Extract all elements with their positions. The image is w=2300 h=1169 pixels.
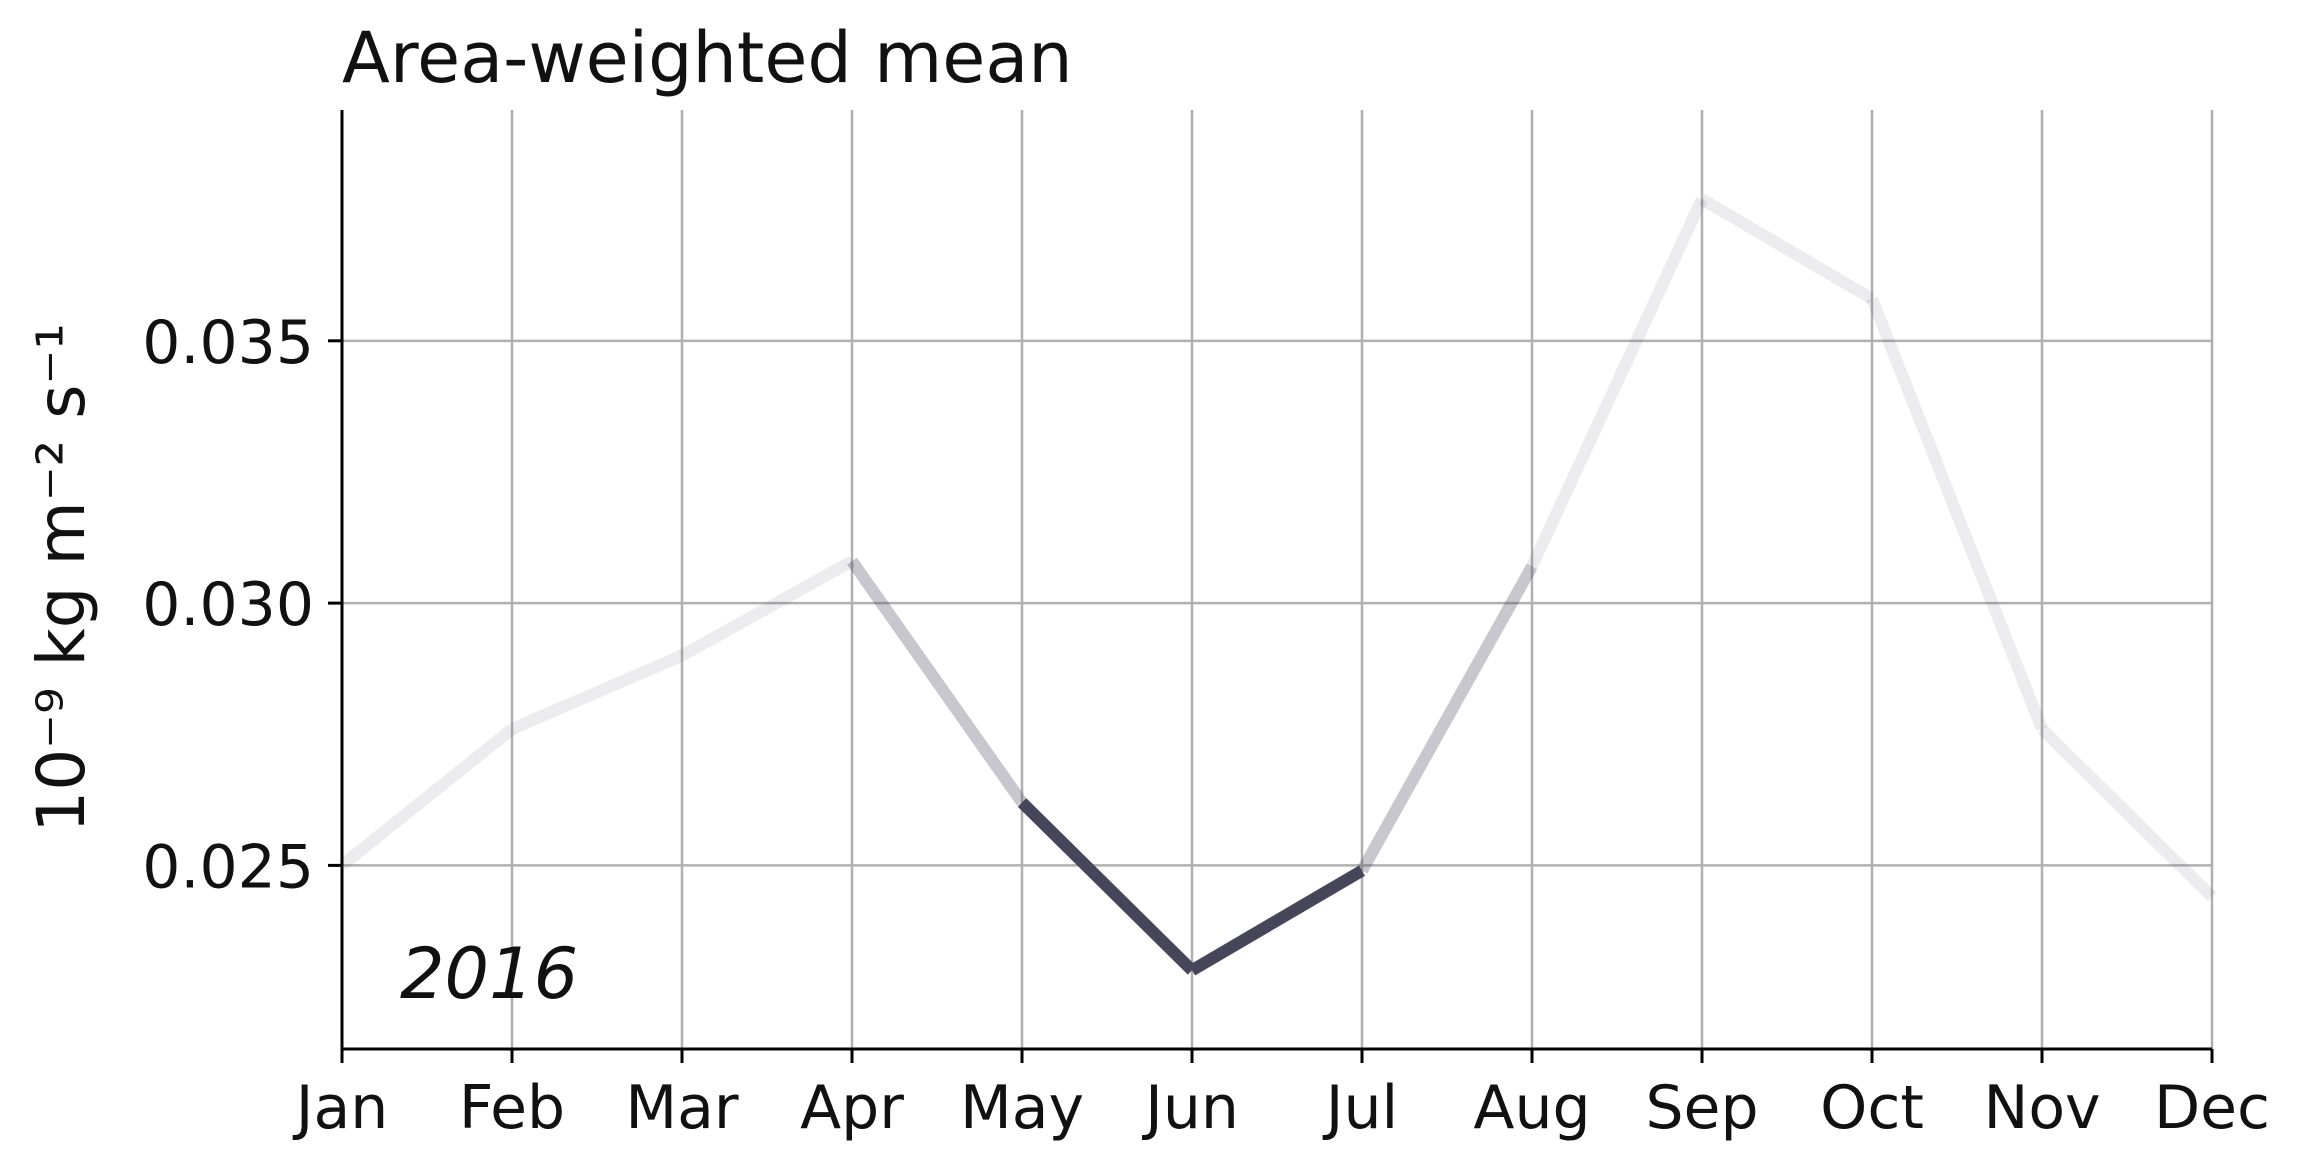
y-tick-label: 0.030: [142, 570, 314, 640]
x-tick-label: Aug: [1473, 1073, 1590, 1143]
x-tick-label: Jan: [292, 1073, 389, 1143]
line-segment: [338, 724, 516, 871]
line-segment: [2037, 724, 2217, 902]
line-segment: [679, 555, 855, 661]
x-tick-label: Mar: [625, 1073, 739, 1143]
x-tick-label: Apr: [800, 1073, 904, 1143]
y-tick-label: 0.025: [142, 832, 314, 902]
x-tick-label: Jul: [1322, 1073, 1398, 1143]
x-tick-label: May: [960, 1073, 1084, 1143]
x-tick-label: Jun: [1141, 1073, 1239, 1143]
series-line: [338, 194, 2217, 976]
line-segment: [1866, 296, 2048, 732]
x-tick-label: Feb: [459, 1073, 565, 1143]
axes: [340, 110, 2212, 1051]
year-annotation: 2016: [400, 933, 578, 1015]
x-tick-label: Oct: [1820, 1073, 1924, 1143]
line-segment: [1526, 196, 1708, 569]
line-segment: [847, 557, 1027, 806]
line-segment: [509, 650, 685, 735]
line-segment: [1698, 194, 1876, 305]
line-segment: [1017, 798, 1197, 975]
x-axis: Jan Feb Mar Apr May Jun Jul Aug Sep Oct Nov Dec: [292, 1049, 2270, 1143]
x-tick-label: Dec: [2154, 1073, 2270, 1143]
line-segment: [1188, 865, 1366, 976]
y-tick-label: 0.035: [142, 308, 314, 378]
chart-title: Area-weighted mean: [342, 17, 1073, 99]
x-tick-label: Sep: [1645, 1073, 1758, 1143]
line-segment: [1356, 563, 1538, 874]
grid: [340, 110, 2214, 1049]
y-axis: 0.025 0.030 0.035: [142, 308, 342, 902]
x-tick-label: Nov: [1983, 1073, 2100, 1143]
y-axis-label: 10⁻⁹ kg m⁻² s⁻¹: [23, 323, 100, 833]
